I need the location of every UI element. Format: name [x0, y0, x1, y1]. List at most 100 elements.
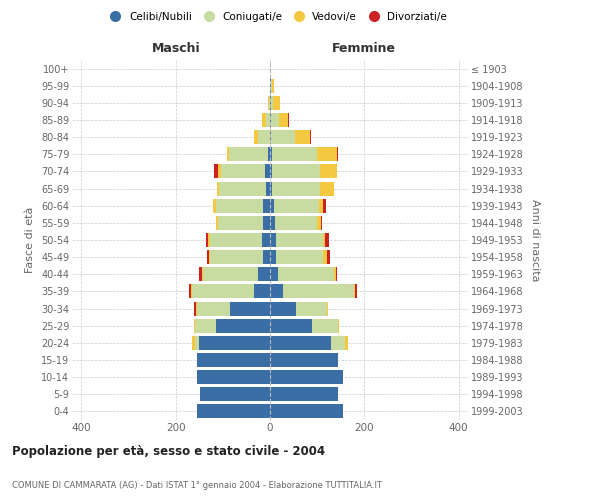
Bar	[326, 302, 328, 316]
Bar	[192, 336, 194, 350]
Bar	[270, 96, 271, 110]
Bar	[334, 268, 337, 281]
Bar	[354, 284, 355, 298]
Bar	[346, 336, 348, 350]
Bar	[219, 182, 266, 196]
Bar	[196, 302, 197, 316]
Bar	[203, 268, 258, 281]
Legend: Celibi/Nubili, Coniugati/e, Vedovi/e, Divorziati/e: Celibi/Nubili, Coniugati/e, Vedovi/e, Di…	[101, 8, 451, 26]
Bar	[270, 164, 272, 178]
Text: Maschi: Maschi	[151, 42, 200, 55]
Bar	[270, 233, 275, 247]
Bar	[254, 130, 258, 144]
Bar	[272, 78, 274, 92]
Bar	[275, 233, 323, 247]
Bar	[199, 268, 202, 281]
Bar	[272, 164, 320, 178]
Bar	[320, 164, 337, 178]
Bar	[270, 148, 272, 162]
Y-axis label: Fasce di età: Fasce di età	[25, 207, 35, 273]
Bar	[295, 130, 310, 144]
Bar	[270, 182, 272, 196]
Bar	[271, 113, 280, 127]
Bar	[270, 198, 274, 212]
Bar	[271, 96, 273, 110]
Bar	[319, 198, 323, 212]
Bar	[270, 216, 275, 230]
Bar	[200, 388, 270, 402]
Bar	[214, 198, 216, 212]
Bar	[270, 284, 283, 298]
Bar	[271, 78, 272, 92]
Text: COMUNE DI CAMMARATA (AG) - Dati ISTAT 1° gennaio 2004 - Elaborazione TUTTITALIA.: COMUNE DI CAMMARATA (AG) - Dati ISTAT 1°…	[12, 480, 382, 490]
Bar	[197, 404, 270, 418]
Bar	[270, 130, 271, 144]
Bar	[313, 318, 338, 332]
Bar	[216, 216, 218, 230]
Bar	[270, 302, 296, 316]
Bar	[275, 216, 317, 230]
Bar	[206, 233, 208, 247]
Bar	[270, 268, 278, 281]
Bar	[199, 336, 270, 350]
Bar	[263, 250, 270, 264]
Bar	[218, 216, 263, 230]
Bar	[323, 233, 325, 247]
Bar	[331, 336, 346, 350]
Bar	[207, 250, 209, 264]
Bar	[270, 353, 338, 367]
Bar	[266, 182, 270, 196]
Bar	[338, 318, 340, 332]
Bar	[266, 113, 270, 127]
Bar	[317, 216, 321, 230]
Bar	[320, 182, 334, 196]
Bar	[270, 404, 343, 418]
Bar	[280, 113, 288, 127]
Bar	[209, 233, 262, 247]
Bar	[197, 370, 270, 384]
Bar	[263, 216, 270, 230]
Bar	[270, 78, 271, 92]
Bar	[263, 198, 270, 212]
Bar	[272, 182, 320, 196]
Bar	[323, 250, 326, 264]
Bar	[258, 130, 270, 144]
Bar	[262, 233, 270, 247]
Bar	[209, 250, 210, 264]
Bar	[288, 113, 289, 127]
Y-axis label: Anni di nascita: Anni di nascita	[530, 198, 540, 281]
Bar	[270, 113, 271, 127]
Bar	[270, 318, 313, 332]
Bar	[270, 388, 338, 402]
Bar	[326, 250, 331, 264]
Bar	[272, 148, 317, 162]
Text: Femmine: Femmine	[332, 42, 396, 55]
Bar	[230, 302, 270, 316]
Bar	[275, 250, 323, 264]
Bar	[191, 284, 192, 298]
Bar	[202, 268, 203, 281]
Bar	[268, 148, 270, 162]
Bar	[214, 164, 218, 178]
Bar	[296, 302, 326, 316]
Bar	[270, 336, 331, 350]
Bar	[254, 284, 270, 298]
Text: Popolazione per età, sesso e stato civile - 2004: Popolazione per età, sesso e stato civil…	[12, 445, 325, 458]
Bar	[262, 113, 266, 127]
Bar	[337, 148, 338, 162]
Bar	[217, 182, 219, 196]
Bar	[317, 148, 337, 162]
Bar	[194, 302, 196, 316]
Bar	[221, 164, 265, 178]
Bar	[258, 268, 270, 281]
Bar	[265, 164, 270, 178]
Bar	[197, 302, 230, 316]
Bar	[278, 268, 334, 281]
Bar	[194, 336, 199, 350]
Bar	[271, 130, 295, 144]
Bar	[194, 318, 216, 332]
Bar	[274, 96, 280, 110]
Bar	[283, 284, 354, 298]
Bar	[323, 198, 326, 212]
Bar	[216, 198, 263, 212]
